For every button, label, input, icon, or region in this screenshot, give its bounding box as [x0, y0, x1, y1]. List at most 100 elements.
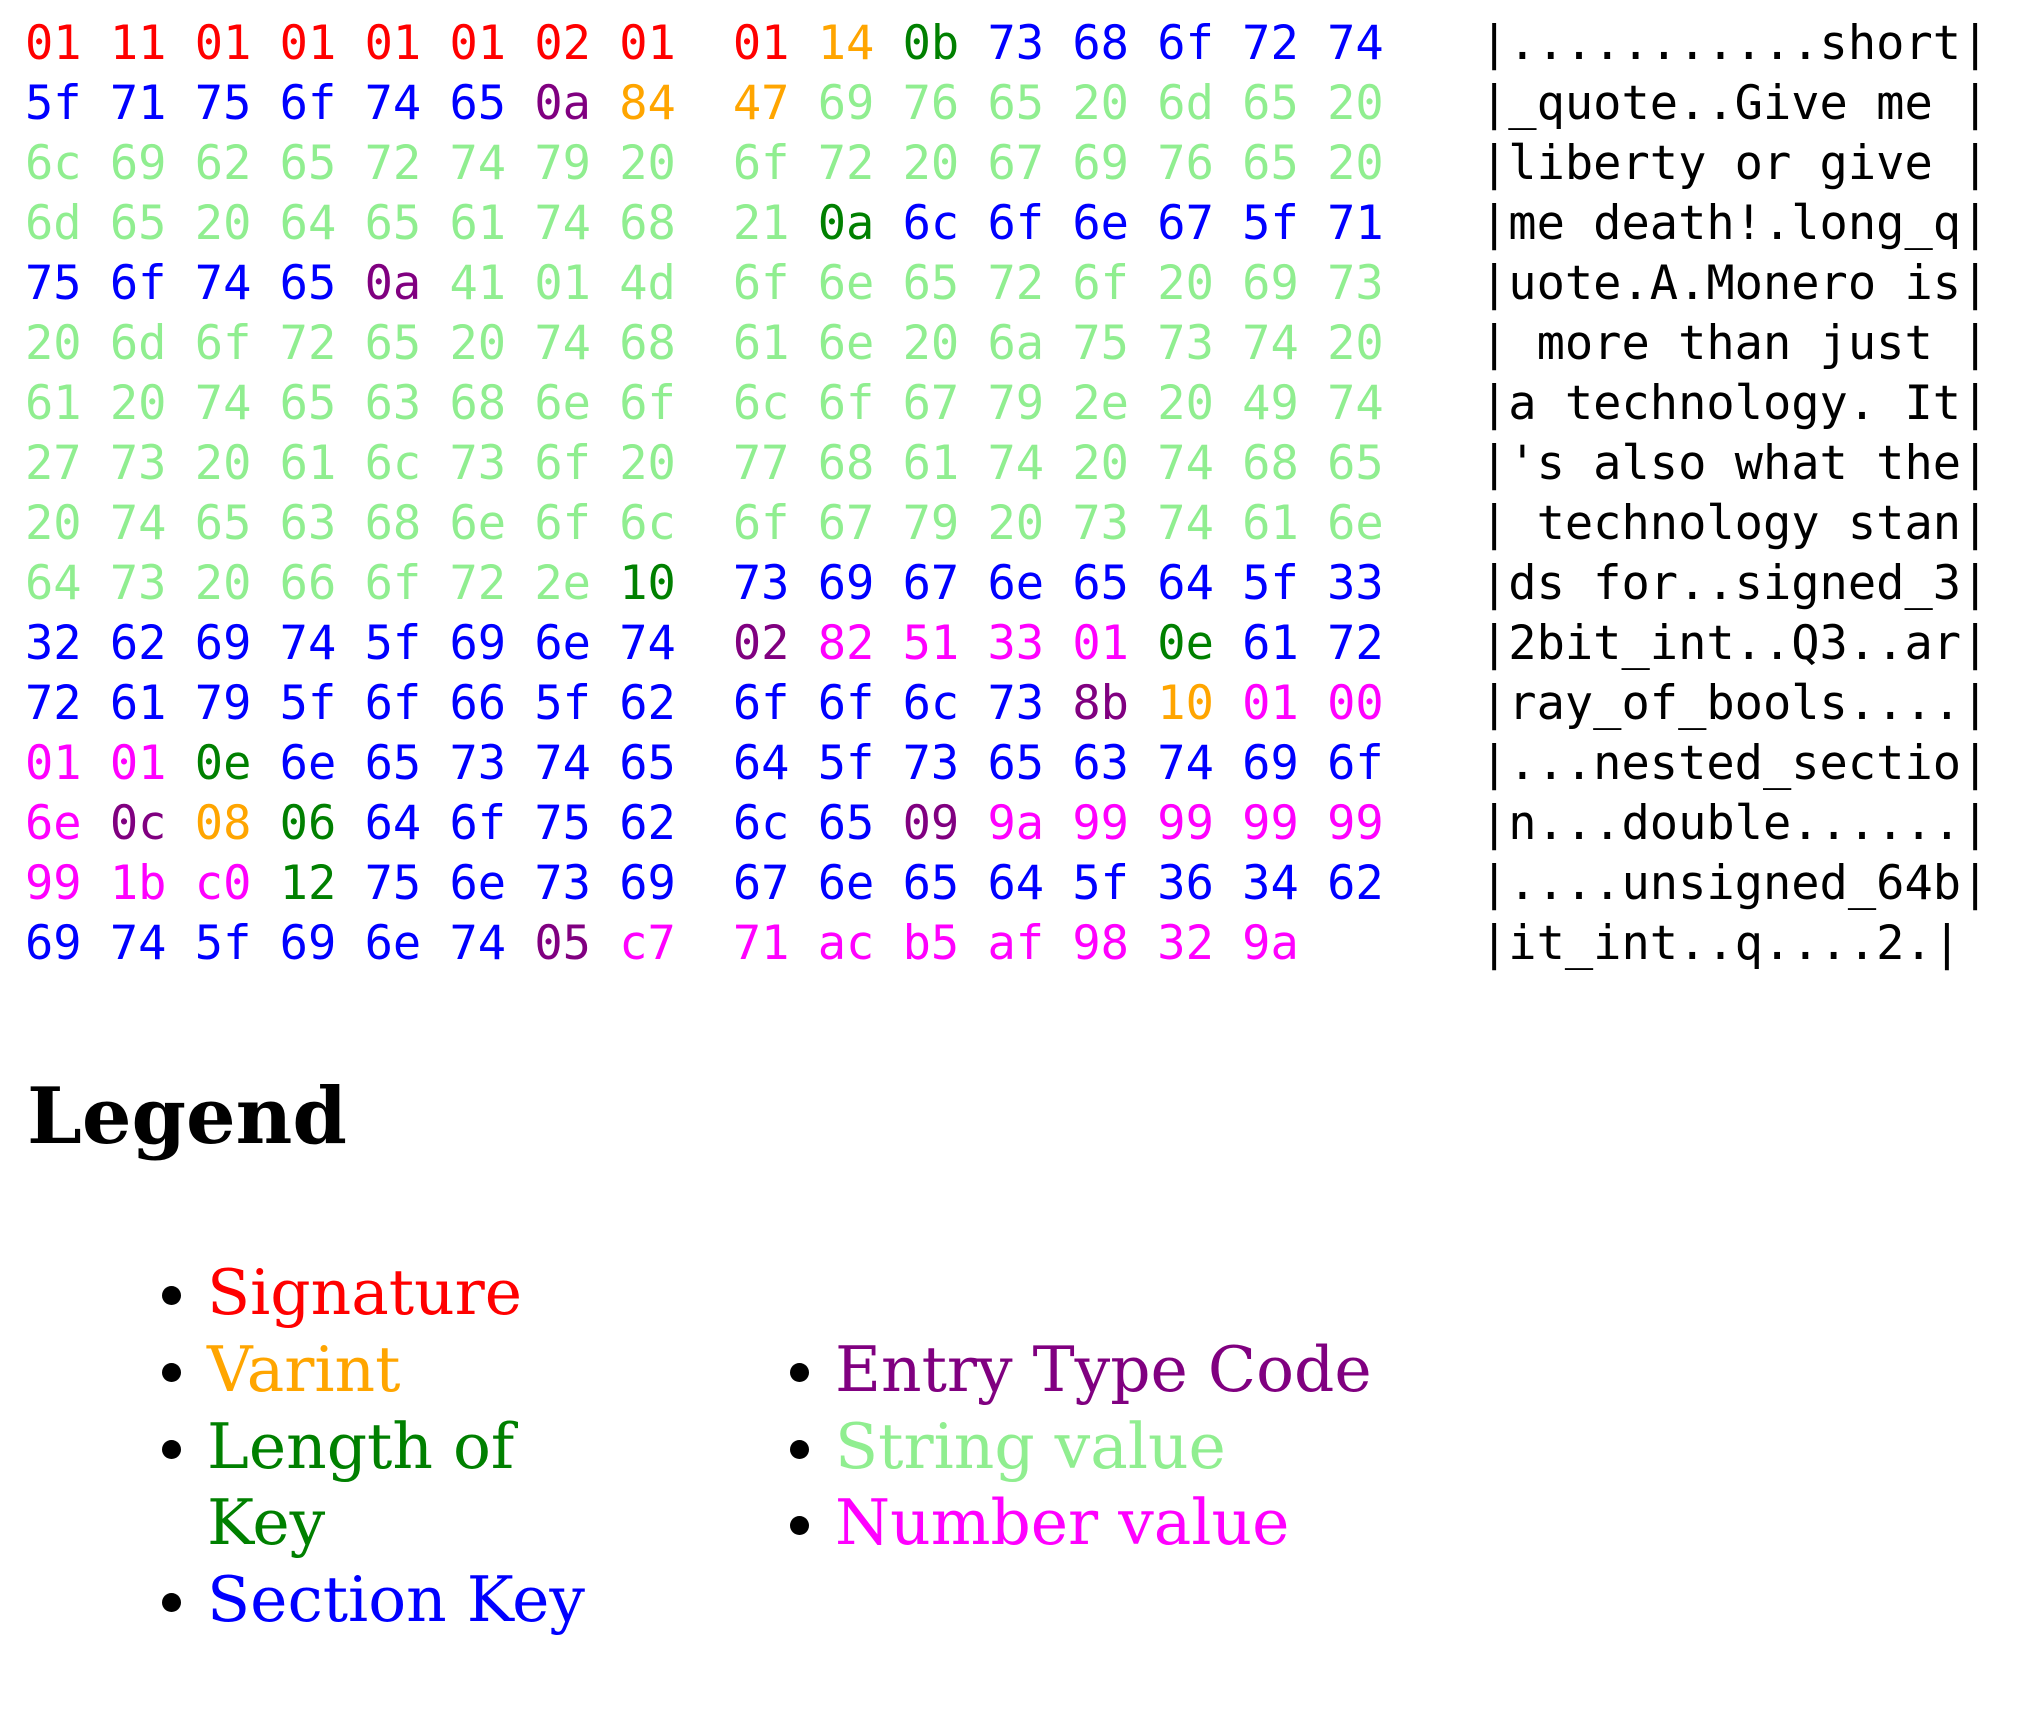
legend-item-label: Varint	[207, 1332, 401, 1406]
hex-row: 64 73 20 66 6f 72 2e 10 73 69 67 6e 65 64…	[25, 554, 2022, 614]
hex-byte-entry-type-code: 02	[732, 616, 790, 671]
hex-byte-section-key: 6c	[902, 676, 960, 731]
hex-left: 20 74 65 63 68 6e 6f 6c	[25, 496, 676, 551]
hex-byte-section-key: 69	[25, 916, 82, 971]
hex-byte-string-value: 74	[109, 496, 167, 551]
hex-byte-number-value: 99	[1157, 796, 1214, 851]
hex-byte-string-value: 20	[25, 316, 82, 371]
hex-byte-string-value: 6f	[619, 376, 676, 431]
hex-byte-section-key: 6e	[449, 856, 507, 911]
hex-byte-section-key: 72	[1242, 16, 1299, 71]
hex-byte-string-value: 6f	[732, 136, 790, 191]
hex-byte-string-value: 69	[1242, 256, 1299, 311]
legend-item-signature: Signature	[207, 1255, 637, 1332]
hex-byte-number-value: ac	[817, 916, 875, 971]
hex-byte-section-key: 65	[817, 796, 875, 851]
ascii-column-text: |....unsigned_64b|	[1480, 856, 1990, 911]
hex-byte-length-of-key: 0a	[817, 196, 875, 251]
hex-byte-string-value: 69	[109, 136, 167, 191]
hex-byte-number-value: 98	[1072, 916, 1129, 971]
hex-byte-string-value: 20	[1072, 436, 1129, 491]
hex-byte-section-key: 69	[619, 856, 676, 911]
hex-byte-string-value: 64	[279, 196, 337, 251]
hex-byte-signature: 01	[279, 16, 337, 71]
hex-row: 6e 0c 08 06 64 6f 75 62 6c 65 09 9a 99 99…	[25, 794, 2022, 854]
legend-list-right: Entry Type CodeString valueNumber value	[637, 1332, 1372, 1563]
hex-byte-length-of-key: 0e	[194, 736, 252, 791]
legend-item-varint: Varint	[207, 1332, 637, 1409]
hex-byte-string-value: 20	[194, 196, 252, 251]
hex-byte-string-value: 20	[194, 436, 252, 491]
hex-byte-string-value: 73	[1327, 256, 1384, 311]
hex-byte-section-key: 79	[194, 676, 252, 731]
hex-byte-string-value: 61	[902, 436, 960, 491]
hex-byte-section-key: 6f	[109, 256, 167, 311]
hex-byte-section-key: 6e	[987, 556, 1045, 611]
legend-list-left: SignatureVarintLength of KeySection Key	[0, 1255, 637, 1639]
hex-right: 6f 67 79 20 73 74 61 6e	[733, 496, 1384, 551]
hex-byte-string-value: 6c	[732, 376, 790, 431]
hex-byte-section-key: 6f	[732, 676, 790, 731]
hex-byte-varint: 10	[1157, 676, 1214, 731]
hex-byte-string-value: 64	[25, 556, 82, 611]
hex-byte-string-value: 27	[25, 436, 82, 491]
hex-byte-section-key: 33	[1327, 556, 1384, 611]
hex-byte-number-value: 01	[1242, 676, 1299, 731]
hex-row: 32 62 69 74 5f 69 6e 74 02 82 51 33 01 0e…	[25, 614, 2022, 674]
hex-byte-string-value: 20	[1072, 76, 1129, 131]
hex-row: 72 61 79 5f 6f 66 5f 62 6f 6f 6c 73 8b 10…	[25, 674, 2022, 734]
hex-byte-number-value: c0	[194, 856, 252, 911]
hex-byte-string-value: 20	[25, 496, 82, 551]
hex-byte-string-value: 61	[449, 196, 507, 251]
hex-byte-string-value: 67	[817, 496, 875, 551]
hex-byte-section-key: 64	[364, 796, 422, 851]
legend-item-label: Number value	[835, 1486, 1290, 1560]
hex-byte-string-value: 74	[534, 196, 591, 251]
hex-row: 20 74 65 63 68 6e 6f 6c 6f 67 79 20 73 74…	[25, 494, 2022, 554]
hex-byte-section-key: 62	[1327, 856, 1384, 911]
hex-byte-section-key: 73	[534, 856, 591, 911]
hex-byte-section-key: 62	[619, 676, 676, 731]
hex-byte-number-value: 99	[1072, 796, 1129, 851]
hex-byte-string-value: 20	[194, 556, 252, 611]
hex-byte-section-key: 5f	[279, 676, 337, 731]
hex-byte-section-key: 6f	[1327, 736, 1384, 791]
hex-byte-string-value: 6e	[449, 496, 507, 551]
hex-byte-section-key: 73	[987, 676, 1045, 731]
hex-byte-length-of-key: 06	[279, 796, 337, 851]
hex-byte-section-key: 36	[1157, 856, 1214, 911]
ascii-column-text: |ds for..signed_3|	[1480, 556, 1990, 611]
hex-byte-string-value: 6f	[732, 256, 790, 311]
legend-item-label: Signature	[207, 1255, 523, 1329]
hex-byte-number-value: b5	[902, 916, 960, 971]
hex-byte-varint: 47	[732, 76, 790, 131]
hex-byte-string-value: 73	[1157, 316, 1214, 371]
hex-byte-section-key: 6f	[449, 796, 507, 851]
hex-byte-length-of-key: 12	[279, 856, 337, 911]
hex-row: 20 6d 6f 72 65 20 74 68 61 6e 20 6a 75 73…	[25, 314, 2022, 374]
hex-byte-section-key: 65	[619, 736, 676, 791]
hex-byte-string-value: 74	[534, 316, 591, 371]
hex-byte-string-value: 20	[1327, 76, 1384, 131]
hex-byte-section-key: 75	[25, 256, 82, 311]
hex-byte-section-key: 61	[1242, 616, 1299, 671]
hex-byte-string-value: 2e	[534, 556, 591, 611]
hex-byte-signature: 01	[364, 16, 422, 71]
hex-byte-section-key: 69	[817, 556, 875, 611]
hex-right: 6c 6f 67 79 2e 20 49 74	[733, 376, 1384, 431]
hex-byte-entry-type-code: 05	[534, 916, 591, 971]
hex-byte-section-key: 6e	[534, 616, 591, 671]
hex-byte-section-key: 34	[1242, 856, 1299, 911]
hex-byte-string-value: 61	[732, 316, 790, 371]
hex-byte-section-key: 63	[1072, 736, 1129, 791]
hex-byte-length-of-key: 0b	[902, 16, 960, 71]
ascii-column-text: | technology stan|	[1480, 496, 1990, 551]
hex-byte-string-value: 6f	[364, 556, 422, 611]
hex-byte-string-value: 65	[1242, 76, 1299, 131]
hex-byte-section-key: 6e	[279, 736, 337, 791]
hex-byte-section-key: 6f	[364, 676, 422, 731]
hex-byte-string-value: 65	[109, 196, 167, 251]
hex-byte-string-value: 20	[902, 316, 960, 371]
hex-left: 99 1b c0 12 75 6e 73 69	[25, 856, 676, 911]
hex-byte-string-value: 72	[279, 316, 337, 371]
